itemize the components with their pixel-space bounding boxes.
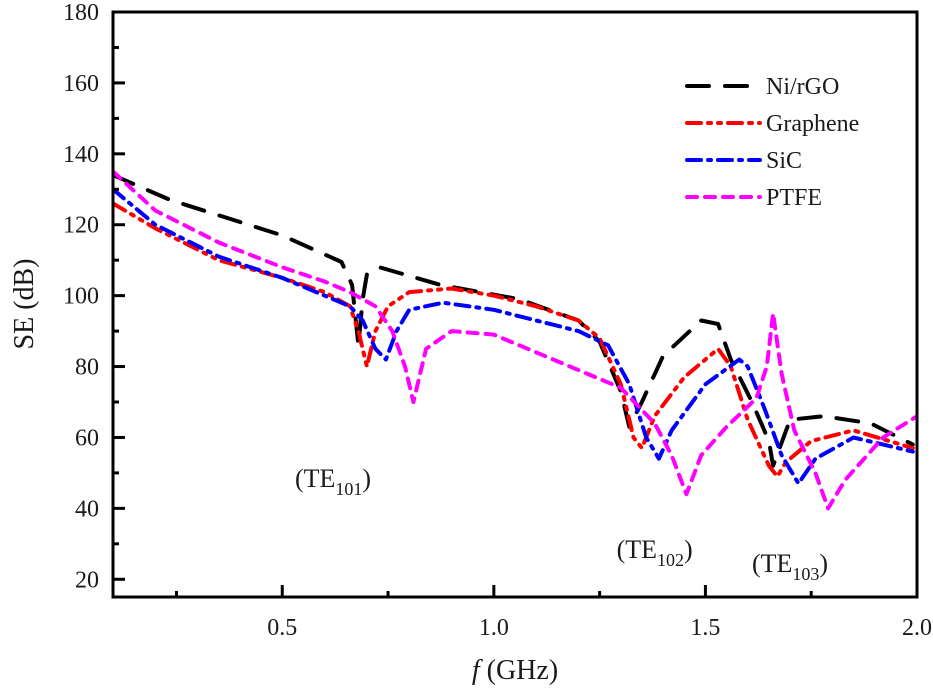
x-tick-label: 1.0 xyxy=(479,615,509,641)
legend-label: Ni/rGO xyxy=(766,74,839,100)
y-tick-label: 80 xyxy=(75,355,99,381)
labels-layer: 0.5 1.0 1.5 2.0 20 40 60 80 100 120 140 160 180 xyxy=(63,0,932,641)
annotation-base: (TE xyxy=(617,535,657,564)
annotation-base: (TE xyxy=(752,549,792,578)
annotation-close: ) xyxy=(819,549,828,578)
annotation-close: ) xyxy=(362,464,371,493)
annotation-close: ) xyxy=(684,535,693,564)
series-line-sic xyxy=(113,187,915,486)
annotations: (TE101)(TE102) (TE103) xyxy=(295,464,828,584)
annotation-subscript: 102 xyxy=(657,550,684,570)
y-tick-label: 140 xyxy=(63,142,99,168)
y-tick-label: 20 xyxy=(75,567,99,593)
y-axis-title: SE (dB) xyxy=(9,259,40,350)
x-axis-title-variable: f xyxy=(472,655,483,686)
legend-item-sic: SiC xyxy=(685,148,802,174)
mode-annotation: (TE103) xyxy=(752,549,828,584)
y-tick-label: 100 xyxy=(63,284,99,310)
legend-label: PTFE xyxy=(766,185,822,211)
x-tick-label: 0.5 xyxy=(267,615,297,641)
y-tick-label: 160 xyxy=(63,71,99,97)
y-tick-label: 40 xyxy=(75,496,99,522)
legend-label: Graphene xyxy=(766,111,859,137)
series-line-ni-rgo xyxy=(113,173,915,468)
legend-item-ptfe: PTFE xyxy=(685,185,822,211)
series-line-ptfe xyxy=(113,169,917,511)
x-tick-label: 1.5 xyxy=(690,615,720,641)
x-axis-title: f (GHz) xyxy=(472,655,558,686)
mode-annotation: (TE102) xyxy=(617,535,693,570)
legend-item-ni-rgo: Ni/rGO xyxy=(685,74,839,100)
ticks-layer xyxy=(113,10,919,597)
x-tick-label: 2.0 xyxy=(902,615,932,641)
series-line-graphene xyxy=(113,201,915,479)
y-tick-label: 120 xyxy=(63,213,99,239)
annotation-subscript: 103 xyxy=(792,564,819,584)
annotation-base: (TE xyxy=(295,464,335,493)
y-tick-label: 60 xyxy=(75,425,99,451)
plot-frame xyxy=(111,10,919,599)
x-axis-title-unit: (GHz) xyxy=(480,655,559,686)
series-layer xyxy=(113,169,917,511)
annotation-subscript: 101 xyxy=(335,479,362,499)
y-tick-label: 180 xyxy=(63,0,99,26)
legend-item-graphene: Graphene xyxy=(685,111,859,137)
mode-annotation: (TE101) xyxy=(295,464,371,499)
legend: Ni/rGO Graphene SiC PTFE xyxy=(685,74,859,211)
legend-label: SiC xyxy=(766,148,802,174)
